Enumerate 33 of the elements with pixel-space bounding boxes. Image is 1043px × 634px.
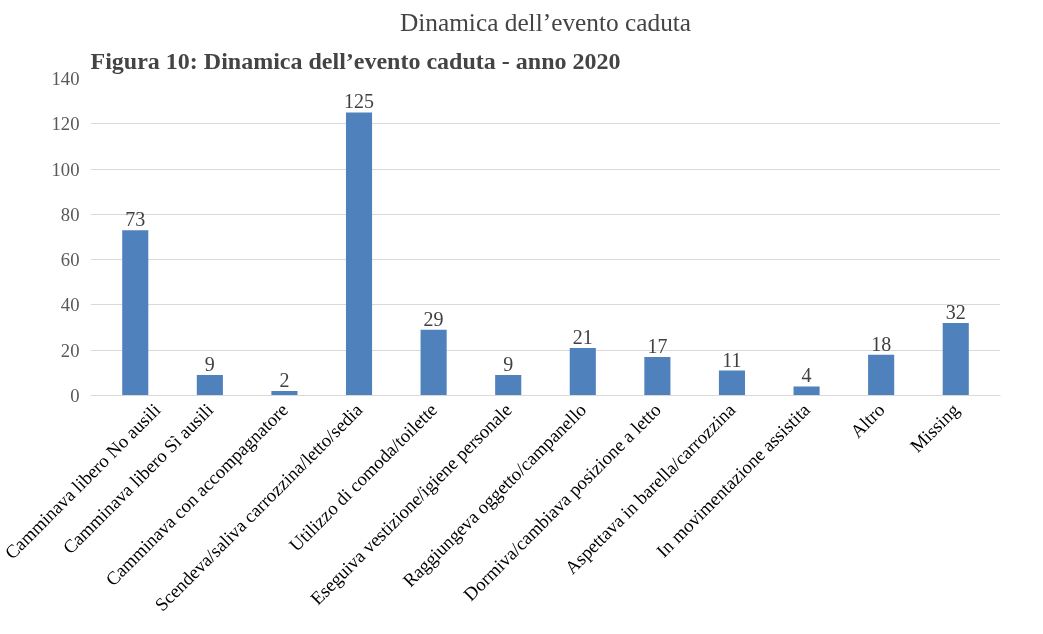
data-label: 4 [801,364,812,387]
bar [420,329,447,396]
y-tick-label: 20 [60,339,80,361]
y-tick-label: 40 [60,294,80,316]
bar [644,357,671,396]
bar [569,347,596,396]
bar [942,323,969,396]
y-tick-label: 120 [51,113,80,135]
bar [122,230,149,396]
y-tick-label: 80 [60,203,80,225]
data-label: 9 [204,353,215,376]
bar [718,370,746,396]
y-tick-label: 100 [51,158,80,180]
data-label: 73 [125,208,146,231]
bar [196,375,223,396]
y-tick-label: 60 [60,249,80,271]
bar [868,354,895,396]
chart-subtitle: Dinamica dell’evento caduta [399,7,692,36]
chart-title: Figura 10: Dinamica dell’evento caduta - anno 2020 [90,47,621,74]
data-label: 2 [279,368,290,391]
y-tick-label: 0 [70,385,80,406]
data-label: 9 [503,353,514,376]
data-label: 17 [647,335,668,358]
data-label: 125 [344,90,375,113]
data-label: 32 [945,301,966,324]
data-label: 11 [722,348,742,371]
data-label: 21 [572,325,593,348]
bar [345,112,373,396]
data-label: 29 [423,307,444,330]
data-label: 18 [871,332,892,355]
y-tick-label: 140 [51,68,80,89]
bar [793,386,820,396]
bar [495,375,522,396]
